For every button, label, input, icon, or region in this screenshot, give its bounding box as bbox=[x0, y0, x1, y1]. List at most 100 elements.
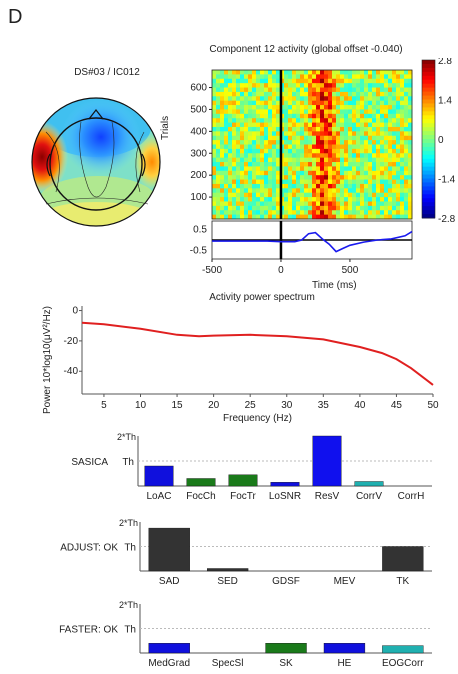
erp-heat-cell bbox=[340, 188, 345, 194]
erp-heat-cell bbox=[256, 170, 261, 176]
erp-heat-cell bbox=[256, 188, 261, 194]
erp-heat-cell bbox=[364, 166, 369, 172]
erp-heat-cell bbox=[344, 78, 349, 84]
erp-heat-cell bbox=[380, 157, 385, 163]
erp-heat-cell bbox=[260, 175, 265, 180]
erp-heat-cell bbox=[300, 91, 305, 97]
erp-heat-cell bbox=[312, 100, 317, 106]
erp-heat-cell bbox=[368, 70, 373, 75]
erp-heat-cell bbox=[260, 96, 265, 102]
erp-heat-cell bbox=[336, 197, 341, 202]
erp-heat-cell bbox=[272, 78, 277, 84]
erp-heat-cell bbox=[316, 74, 321, 80]
erp-heat-cell bbox=[344, 126, 349, 132]
erp-heat-cell bbox=[400, 188, 405, 194]
erp-heat-cell bbox=[260, 210, 265, 216]
erp-heat-cell bbox=[300, 205, 305, 211]
erp-heat-cell bbox=[388, 179, 393, 185]
psd-title: Activity power spectrum bbox=[209, 292, 315, 303]
erp-heat-cell bbox=[264, 148, 269, 154]
erp-heat-cell bbox=[384, 118, 389, 123]
erp-heat-cell bbox=[360, 91, 365, 97]
erp-heat-cell bbox=[284, 210, 289, 216]
erp-heat-cell bbox=[260, 153, 265, 159]
erp-heat-cell bbox=[324, 166, 329, 172]
erp-heat-cell bbox=[256, 135, 261, 141]
erp-heat-cell bbox=[336, 140, 341, 145]
erp-heat-cell bbox=[372, 170, 377, 176]
erp-heat-cell bbox=[336, 179, 341, 185]
erp-heat-cell bbox=[332, 78, 337, 84]
colorbar-cell bbox=[422, 142, 435, 148]
erp-heat-cell bbox=[368, 135, 373, 141]
psd-xtick-label: 25 bbox=[245, 400, 257, 411]
erp-heat-cell bbox=[232, 201, 237, 207]
erp-heat-cell bbox=[216, 78, 221, 84]
erp-heat-cell bbox=[344, 148, 349, 154]
erp-heat-cell bbox=[380, 175, 385, 180]
erp-heat-cell bbox=[296, 140, 301, 145]
erp-heat-cell bbox=[320, 118, 325, 123]
erp-heat-cell bbox=[372, 214, 377, 220]
erp-heat-cell bbox=[388, 140, 393, 145]
erp-heat-cell bbox=[212, 148, 217, 154]
erp-heat-cell bbox=[264, 91, 269, 97]
erp-heat-cell bbox=[224, 131, 229, 137]
erp-heat-cell bbox=[328, 96, 333, 102]
erp-heat-cell bbox=[216, 179, 221, 185]
erp-heat-cell bbox=[312, 74, 317, 80]
erp-heat-cell bbox=[348, 157, 353, 163]
erp-heat-cell bbox=[296, 157, 301, 163]
colorbar-tick-label: 1.4 bbox=[438, 96, 452, 107]
erp-heat-cell bbox=[252, 118, 257, 123]
erp-heat-cell bbox=[344, 157, 349, 163]
erp-heat-cell bbox=[296, 100, 301, 106]
erp-heat-cell bbox=[296, 135, 301, 141]
erp-heat-cell bbox=[368, 188, 373, 194]
erp-heat-cell bbox=[252, 170, 257, 176]
erp-heat-cell bbox=[328, 131, 333, 137]
erp-heat-cell bbox=[344, 205, 349, 211]
erp-heat-cell bbox=[220, 179, 225, 185]
erp-heat-cell bbox=[312, 162, 317, 167]
erp-heat-cell bbox=[392, 201, 397, 207]
erp-heat-cell bbox=[400, 166, 405, 172]
erp-heat-cell bbox=[216, 183, 221, 189]
erp-heat-cell bbox=[304, 179, 309, 185]
erp-heat-cell bbox=[404, 78, 409, 84]
erp-heat-cell bbox=[396, 157, 401, 163]
erp-heat-cell bbox=[360, 113, 365, 119]
erp-heat-cell bbox=[384, 87, 389, 93]
erp-heat-cell bbox=[296, 105, 301, 110]
erp-heat-cell bbox=[368, 210, 373, 216]
erp-heat-cell bbox=[256, 144, 261, 150]
erp-heat-cell bbox=[224, 201, 229, 207]
erp-heat-cell bbox=[348, 188, 353, 194]
erp-heat-cell bbox=[396, 170, 401, 176]
erp-heat-cell bbox=[292, 83, 297, 88]
erp-heat-cell bbox=[336, 144, 341, 150]
erp-heat-cell bbox=[372, 122, 377, 128]
erp-heat-cell bbox=[404, 91, 409, 97]
erp-heat-cell bbox=[352, 210, 357, 216]
erp-heat-cell bbox=[384, 183, 389, 189]
erp-heat-cell bbox=[264, 118, 269, 123]
erp-heat-cell bbox=[216, 135, 221, 141]
erp-heat-cell bbox=[376, 131, 381, 137]
psd-ytick-label: -20 bbox=[64, 336, 79, 347]
erp-heat-cell bbox=[328, 113, 333, 119]
erp-heat-cell bbox=[300, 144, 305, 150]
erp-heat-cell bbox=[248, 131, 253, 137]
erp-heat-cell bbox=[220, 105, 225, 110]
erp-heat-cell bbox=[400, 153, 405, 159]
erp-heat-cell bbox=[384, 100, 389, 106]
erp-heat-cell bbox=[300, 162, 305, 167]
erp-heat-cell bbox=[360, 105, 365, 110]
erp-heat-cell bbox=[320, 153, 325, 159]
erp-heat-cell bbox=[320, 74, 325, 80]
erp-heat-cell bbox=[212, 126, 217, 132]
erp-heat-cell bbox=[392, 126, 397, 132]
erp-heat-cell bbox=[340, 170, 345, 176]
erp-heat-cell bbox=[252, 192, 257, 198]
erp-heat-cell bbox=[332, 183, 337, 189]
